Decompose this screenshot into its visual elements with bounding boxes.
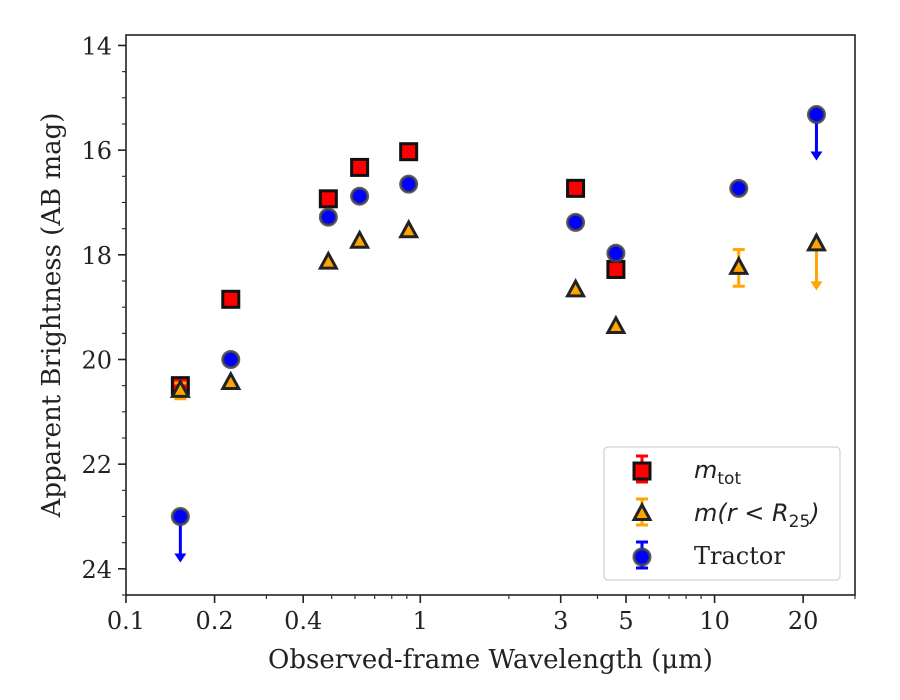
x-tick-label: 5 xyxy=(618,607,633,635)
data-point xyxy=(221,289,241,309)
x-tick-label: 1 xyxy=(413,607,428,635)
legend: mtot m(r < R25) Tractor xyxy=(603,446,841,581)
legend-marker xyxy=(631,501,653,522)
data-layer xyxy=(169,105,827,563)
data-point xyxy=(317,250,339,270)
data-point xyxy=(399,174,419,194)
y-tick-label: 16 xyxy=(81,137,112,165)
x-tick-label: 0.4 xyxy=(284,607,322,635)
data-point xyxy=(349,229,371,249)
data-point xyxy=(606,243,626,263)
legend-entry: mtot xyxy=(632,454,741,489)
x-axis-label: Observed-frame Wavelength (μm) xyxy=(268,645,713,675)
x-tick-label: 3 xyxy=(553,607,568,635)
x-tick-label: 10 xyxy=(699,607,730,635)
legend-marker xyxy=(632,461,652,481)
data-point xyxy=(170,506,190,526)
y-axis-label: Apparent Brightness (AB mag) xyxy=(37,113,67,519)
data-point xyxy=(169,378,191,398)
axes-layer: 0.1 0.2 0.4 1 3 5 10 20 14 16 18 20 22 24 xyxy=(81,32,856,635)
series-m-tot xyxy=(170,142,626,396)
data-point xyxy=(566,212,586,232)
data-point xyxy=(806,105,826,125)
data-point xyxy=(318,207,338,227)
series-tractor xyxy=(170,105,826,563)
x-tick-label: 0.1 xyxy=(107,607,145,635)
legend-entry: Tractor xyxy=(632,540,785,570)
plot-frame xyxy=(125,34,856,596)
data-point xyxy=(728,255,750,275)
upper-limit-arrow-head xyxy=(174,553,187,563)
y-tick-label: 14 xyxy=(81,32,112,60)
data-point xyxy=(350,186,370,206)
legend-marker xyxy=(632,547,652,567)
data-point xyxy=(350,157,370,177)
legend-label: m(r < R25) xyxy=(694,499,820,532)
data-point xyxy=(221,349,241,369)
legend-box xyxy=(603,446,841,581)
x-tick-label: 20 xyxy=(788,607,819,635)
legend-entry: m(r < R25) xyxy=(631,497,820,532)
data-point xyxy=(318,189,338,209)
data-point xyxy=(398,218,420,239)
data-point xyxy=(805,232,827,252)
y-tick-label: 24 xyxy=(81,556,112,584)
upper-limit-arrow-head xyxy=(810,281,823,291)
legend-label: mtot xyxy=(694,456,741,489)
data-point xyxy=(729,178,749,198)
data-point xyxy=(220,370,242,391)
y-tick-label: 20 xyxy=(81,346,112,374)
y-tick-label: 18 xyxy=(81,242,112,270)
data-point xyxy=(399,142,419,162)
data-point xyxy=(565,278,587,298)
series-m-r-R25 xyxy=(169,218,827,401)
data-point xyxy=(606,259,626,279)
data-point xyxy=(566,178,586,198)
x-tick-label: 0.2 xyxy=(196,607,234,635)
data-point xyxy=(605,314,627,335)
legend-label: Tractor xyxy=(694,542,785,570)
y-tick-label: 22 xyxy=(81,451,112,479)
upper-limit-arrow-head xyxy=(810,151,823,161)
